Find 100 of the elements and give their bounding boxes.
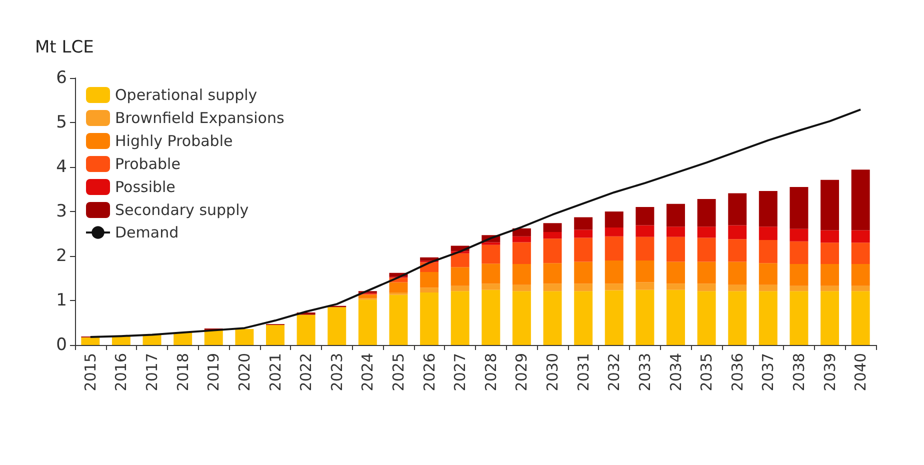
bar [820, 291, 840, 345]
bar [851, 170, 870, 230]
bar [604, 290, 624, 345]
bar [728, 262, 747, 285]
bar [512, 236, 531, 242]
bar [574, 238, 593, 262]
bar [604, 228, 624, 236]
bar [358, 294, 377, 298]
x-tick-label: 2034 [666, 353, 685, 392]
bar [574, 230, 593, 238]
bar [543, 284, 562, 292]
bar [482, 242, 500, 245]
bar [636, 290, 654, 345]
bar [697, 291, 716, 345]
bar [512, 228, 531, 236]
bar [574, 291, 593, 345]
bar [820, 242, 840, 264]
y-tick-label: 5 [56, 112, 67, 132]
legend-label: Operational supply [115, 86, 258, 104]
bar [697, 262, 716, 284]
legend-label: Possible [115, 178, 176, 196]
bar [266, 324, 284, 345]
bar [420, 292, 439, 345]
bar [512, 264, 531, 285]
bar [204, 330, 223, 345]
bar [450, 291, 470, 345]
x-tick-label: 2039 [820, 353, 839, 392]
bar [697, 238, 716, 262]
bar [81, 337, 100, 345]
x-tick-label: 2029 [512, 353, 531, 392]
bar [758, 263, 778, 285]
bar [820, 286, 840, 292]
bar [389, 294, 408, 345]
bar [636, 260, 654, 282]
bar [790, 187, 808, 229]
bar [758, 191, 778, 227]
bar [697, 284, 716, 292]
bar [636, 236, 654, 260]
bar [697, 226, 716, 238]
bar [512, 284, 531, 292]
bar [666, 284, 685, 290]
x-tick-label: 2023 [328, 353, 346, 392]
x-tick-label: 2028 [482, 353, 500, 392]
x-tick-label: 2035 [698, 353, 716, 392]
bar [666, 290, 685, 345]
legend-label: Brownfield Expansions [115, 109, 284, 127]
x-tick-label: 2026 [420, 353, 438, 392]
x-tick-label: 2038 [790, 353, 808, 392]
bar [851, 291, 870, 345]
x-tick-label: 2030 [544, 353, 562, 392]
x-tick-label: 2019 [204, 353, 223, 392]
bar [574, 217, 593, 230]
bar [543, 291, 562, 345]
legend-label: Highly Probable [115, 132, 233, 150]
bar [512, 242, 531, 264]
bar [358, 300, 377, 345]
bar [790, 241, 808, 264]
bar [604, 212, 624, 228]
legend-label: Secondary supply [115, 201, 249, 219]
bar [758, 240, 778, 264]
bar [728, 291, 747, 345]
bar [389, 282, 408, 292]
x-tick-label: 2017 [143, 353, 162, 392]
bar [758, 226, 778, 240]
x-tick-label: 2022 [297, 353, 316, 392]
bar [851, 242, 870, 264]
bar [450, 286, 470, 292]
y-tick-label: 6 [56, 68, 67, 88]
bar [420, 288, 439, 292]
x-tick-label: 2015 [81, 353, 100, 392]
bar [604, 260, 624, 284]
x-tick-label: 2032 [605, 353, 624, 392]
x-tick-label: 2036 [728, 353, 746, 392]
bar [666, 236, 685, 262]
bar [666, 226, 685, 237]
bar [790, 286, 808, 292]
bar [636, 282, 654, 290]
bar [851, 286, 870, 292]
y-tick-label: 2 [56, 246, 67, 266]
bar [820, 230, 840, 243]
bar [328, 307, 346, 345]
x-tick-label: 2020 [235, 353, 254, 392]
bar [851, 264, 870, 286]
bar [636, 225, 654, 237]
bar [420, 272, 439, 288]
x-tick-label: 2033 [636, 353, 654, 392]
bar [790, 264, 808, 286]
legend-label: Demand [115, 224, 179, 242]
bar [574, 262, 593, 284]
y-axis-title: Mt LCE [35, 38, 94, 58]
x-tick-label: 2037 [759, 353, 778, 392]
bar [636, 207, 654, 226]
bar [450, 267, 470, 286]
bar [543, 238, 562, 264]
bar [482, 264, 500, 284]
x-tick-label: 2040 [852, 353, 870, 392]
bar [790, 291, 808, 345]
bar [543, 232, 562, 239]
x-tick-label: 2018 [174, 353, 192, 392]
bar [389, 292, 408, 295]
